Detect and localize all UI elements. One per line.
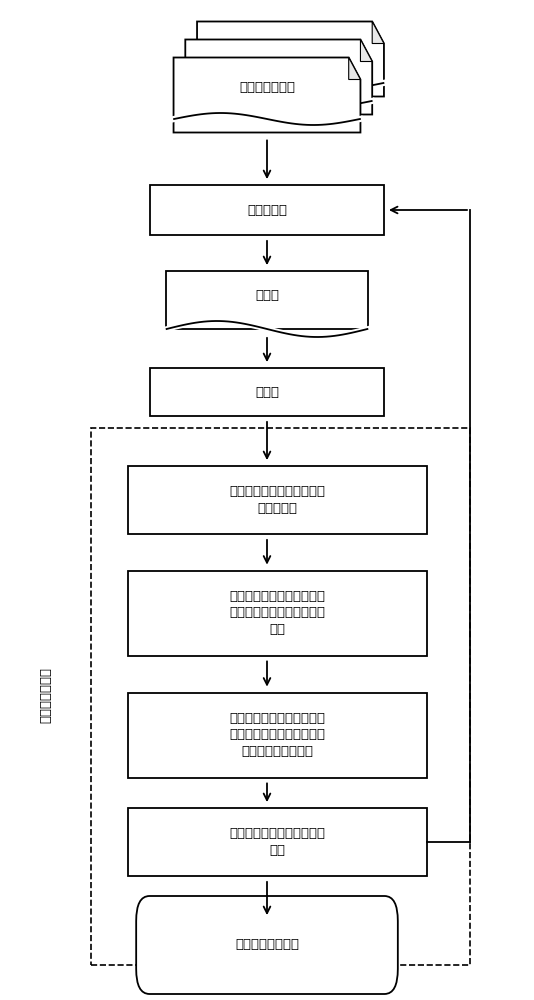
Text: 当前帧: 当前帧 (255, 289, 279, 302)
Polygon shape (174, 57, 360, 132)
Text: 计算每一区域的主色并将该
区域内与主色差异大于阈值
的色彩判定为异常色: 计算每一区域的主色并将该 区域内与主色差异大于阈值 的色彩判定为异常色 (230, 712, 326, 758)
Text: 彩色化: 彩色化 (255, 385, 279, 398)
FancyBboxPatch shape (150, 368, 384, 416)
FancyBboxPatch shape (150, 185, 384, 235)
Polygon shape (349, 57, 360, 80)
Text: 异常色校正过程: 异常色校正过程 (39, 667, 52, 723)
Text: 读取当前帧: 读取当前帧 (247, 204, 287, 217)
Text: 找出当前帧上相对于前一帧
的变化像素: 找出当前帧上相对于前一帧 的变化像素 (230, 485, 326, 515)
FancyBboxPatch shape (128, 466, 427, 534)
Text: 热像视频帧序列: 热像视频帧序列 (239, 81, 295, 94)
Text: 彩色热像视频输出: 彩色热像视频输出 (235, 938, 299, 952)
FancyBboxPatch shape (166, 271, 368, 329)
FancyBboxPatch shape (136, 896, 398, 994)
Text: 在当前帧上以每个变化像素
为种子点分别进行局部区域
生长: 在当前帧上以每个变化像素 为种子点分别进行局部区域 生长 (230, 590, 326, 636)
Polygon shape (360, 39, 372, 62)
FancyBboxPatch shape (128, 570, 427, 656)
FancyBboxPatch shape (128, 808, 427, 876)
Polygon shape (185, 39, 372, 114)
Polygon shape (372, 21, 384, 43)
Polygon shape (197, 21, 384, 96)
Text: 使用区域主色对异常色进行
校正: 使用区域主色对异常色进行 校正 (230, 827, 326, 857)
FancyBboxPatch shape (128, 692, 427, 778)
